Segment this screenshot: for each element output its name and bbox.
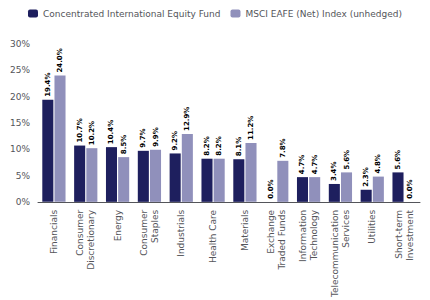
svg-text:11.2%: 11.2% xyxy=(247,116,255,140)
svg-text:Consumer: Consumer xyxy=(75,210,85,256)
svg-text:15%: 15% xyxy=(10,118,30,128)
svg-text:5.6%: 5.6% xyxy=(343,150,351,169)
svg-text:0.0%: 0.0% xyxy=(267,179,275,198)
svg-text:Financials: Financials xyxy=(49,210,59,254)
svg-text:Technology: Technology xyxy=(309,209,319,261)
svg-text:5%: 5% xyxy=(16,171,31,181)
svg-text:4.7%: 4.7% xyxy=(311,155,319,174)
svg-text:8.2%: 8.2% xyxy=(215,136,223,155)
svg-text:Concentrated International Equ: Concentrated International Equity Fund xyxy=(43,9,221,19)
svg-text:Energy: Energy xyxy=(113,209,123,241)
svg-text:Materials: Materials xyxy=(240,210,250,252)
svg-text:24.0%: 24.0% xyxy=(56,48,64,72)
svg-text:7.8%: 7.8% xyxy=(279,138,287,157)
svg-text:30%: 30% xyxy=(10,39,30,49)
svg-text:8.1%: 8.1% xyxy=(235,137,243,156)
svg-text:4.7%: 4.7% xyxy=(298,155,306,174)
svg-text:5.6%: 5.6% xyxy=(394,150,402,169)
svg-text:Exchange: Exchange xyxy=(266,209,276,253)
svg-text:Traded Funds: Traded Funds xyxy=(277,210,287,271)
svg-text:Consumer: Consumer xyxy=(139,210,149,256)
svg-text:0.0%: 0.0% xyxy=(406,179,414,198)
svg-text:10%: 10% xyxy=(10,144,30,154)
svg-text:4.8%: 4.8% xyxy=(374,154,382,173)
svg-text:25%: 25% xyxy=(10,65,30,75)
svg-text:9.7%: 9.7% xyxy=(139,128,147,147)
svg-text:9.9%: 9.9% xyxy=(152,127,160,146)
svg-text:12.9%: 12.9% xyxy=(183,107,191,131)
svg-text:3.4%: 3.4% xyxy=(330,162,338,181)
svg-text:Industrials: Industrials xyxy=(176,210,186,257)
svg-text:10.7%: 10.7% xyxy=(76,118,84,142)
svg-text:Services: Services xyxy=(341,210,351,248)
svg-text:Staples: Staples xyxy=(150,210,160,244)
svg-text:10.4%: 10.4% xyxy=(107,120,115,144)
svg-text:8.5%: 8.5% xyxy=(120,135,128,154)
svg-text:10.2%: 10.2% xyxy=(88,121,96,145)
svg-text:9.2%: 9.2% xyxy=(171,131,179,150)
svg-text:19.4%: 19.4% xyxy=(44,72,52,96)
svg-text:Investment: Investment xyxy=(405,209,415,260)
svg-text:Health Care: Health Care xyxy=(208,209,218,263)
svg-text:Short-term: Short-term xyxy=(394,210,404,259)
svg-text:20%: 20% xyxy=(10,92,30,102)
svg-text:Information: Information xyxy=(298,210,308,262)
svg-text:Utilities: Utilities xyxy=(367,210,377,244)
svg-text:0%: 0% xyxy=(16,197,31,207)
svg-text:2.3%: 2.3% xyxy=(362,167,370,186)
svg-text:MSCI EAFE (Net) Index (unhedge: MSCI EAFE (Net) Index (unhedged) xyxy=(245,9,402,19)
svg-text:Telecommunication: Telecommunication xyxy=(330,210,340,298)
svg-text:8.2%: 8.2% xyxy=(203,136,211,155)
svg-text:Discretionary: Discretionary xyxy=(86,209,96,270)
